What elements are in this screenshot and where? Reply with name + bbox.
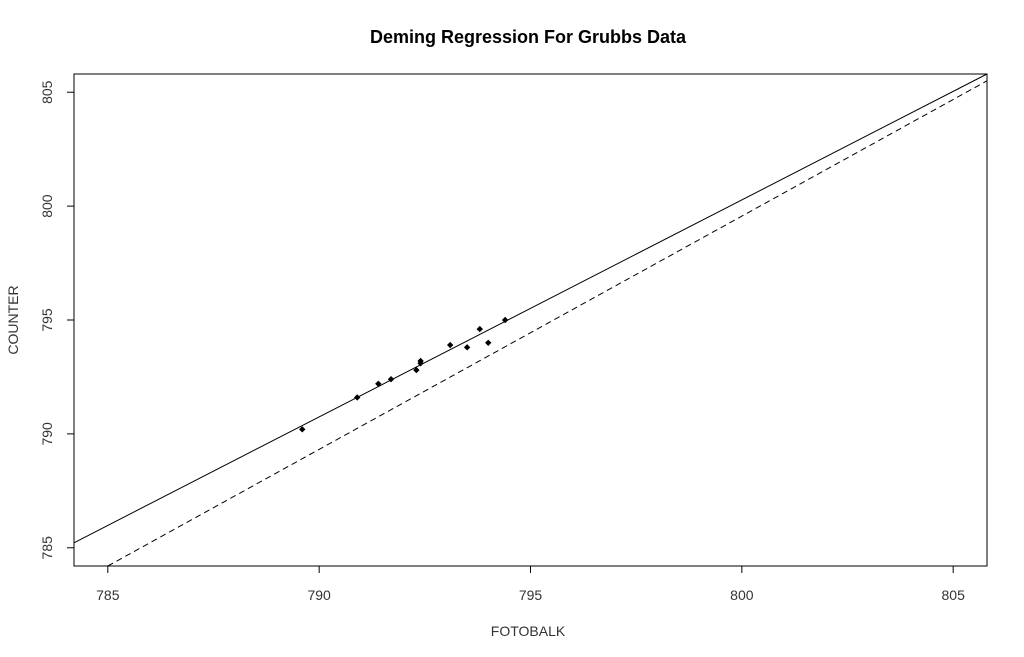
y-axis-ticks: 785 790 795 800 805 (39, 80, 74, 559)
data-point (446, 341, 454, 349)
data-point (417, 357, 424, 365)
x-tick-label: 795 (519, 587, 543, 603)
data-point (485, 339, 492, 346)
y-tick-label: 795 (39, 308, 55, 332)
x-tick-label: 800 (730, 587, 754, 603)
x-axis-ticks: 785 790 795 800 805 (96, 566, 965, 603)
regression-lines (73, 73, 988, 567)
data-point (375, 380, 382, 387)
chart-title: Deming Regression For Grubbs Data (369, 27, 687, 47)
x-tick-label: 790 (307, 587, 331, 603)
data-point (353, 394, 361, 401)
data-point (501, 316, 509, 324)
deming-fit-line (73, 73, 988, 544)
data-point (387, 376, 395, 383)
y-axis-label: COUNTER (5, 285, 21, 354)
y-tick-label: 805 (39, 80, 55, 104)
y-tick-label: 785 (39, 536, 55, 560)
x-tick-label: 805 (942, 587, 966, 603)
data-point (299, 426, 306, 433)
y-tick-label: 790 (39, 422, 55, 446)
plot-frame (73, 73, 988, 567)
x-axis-label: FOTOBALK (491, 623, 566, 639)
data-point (463, 344, 471, 351)
y-tick-label: 800 (39, 194, 55, 218)
identity-line (107, 80, 988, 567)
data-point (413, 366, 420, 374)
data-points (299, 316, 509, 433)
x-tick-label: 785 (96, 587, 120, 603)
data-point (476, 325, 483, 333)
